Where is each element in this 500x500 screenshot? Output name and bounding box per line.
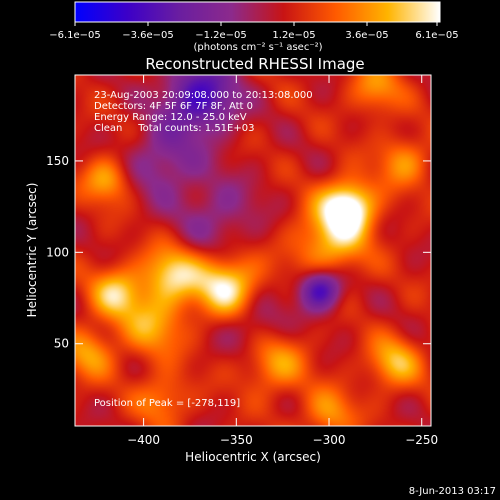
info-line: Detectors: 4F 5F 6F 7F 8F, Att 0 bbox=[94, 101, 253, 112]
plot-area bbox=[74, 74, 432, 427]
colorbar-tick-label: −3.6e−05 bbox=[122, 30, 174, 41]
y-tick-labels: 50 100 150 bbox=[46, 154, 69, 351]
x-axis-label: Heliocentric X (arcsec) bbox=[185, 450, 321, 464]
colorbar-tick-label: 6.1e−05 bbox=[415, 30, 458, 41]
info-line: Energy Range: 12.0 - 25.0 keV bbox=[94, 112, 247, 123]
chart-title: Reconstructed RHESSI Image bbox=[145, 55, 364, 73]
y-tick-label: 100 bbox=[46, 245, 69, 259]
colorbar-tick-label: 1.2e−05 bbox=[272, 30, 315, 41]
y-axis-label: Heliocentric Y (arcsec) bbox=[25, 183, 39, 318]
x-tick-label: −400 bbox=[127, 433, 160, 447]
colorbar: −6.1e−05 −3.6e−05 −1.2e−05 1.2e−05 3.6e−… bbox=[49, 1, 459, 53]
axis-ticks bbox=[75, 75, 431, 426]
colorbar-unit-label: (photons cm⁻² s⁻¹ asec⁻²) bbox=[193, 42, 322, 53]
colorbar-tick-label: −6.1e−05 bbox=[49, 30, 101, 41]
heatmap-image bbox=[75, 75, 431, 426]
colorbar-tick-label: −1.2e−05 bbox=[195, 30, 247, 41]
x-tick-label: −250 bbox=[405, 433, 438, 447]
info-block: 23-Aug-2003 20:09:08.000 to 20:13:08.000… bbox=[94, 90, 313, 409]
y-tick-label: 50 bbox=[54, 337, 69, 351]
plot-frame bbox=[74, 74, 432, 427]
info-line: 23-Aug-2003 20:09:08.000 to 20:13:08.000 bbox=[94, 90, 313, 101]
colorbar-tick-label: 3.6e−05 bbox=[345, 30, 388, 41]
info-line: Clean Total counts: 1.51E+03 bbox=[94, 123, 254, 134]
x-tick-label: −300 bbox=[313, 433, 346, 447]
footer-date: 8-Jun-2013 03:17 bbox=[409, 486, 496, 497]
colorbar-gradient bbox=[74, 1, 441, 23]
peak-position-label: Position of Peak = [-278,119] bbox=[94, 398, 240, 409]
x-tick-labels: −400 −350 −300 −250 bbox=[127, 433, 438, 447]
colorbar-ticks bbox=[74, 22, 438, 26]
y-tick-label: 150 bbox=[46, 154, 69, 168]
x-tick-label: −350 bbox=[220, 433, 253, 447]
